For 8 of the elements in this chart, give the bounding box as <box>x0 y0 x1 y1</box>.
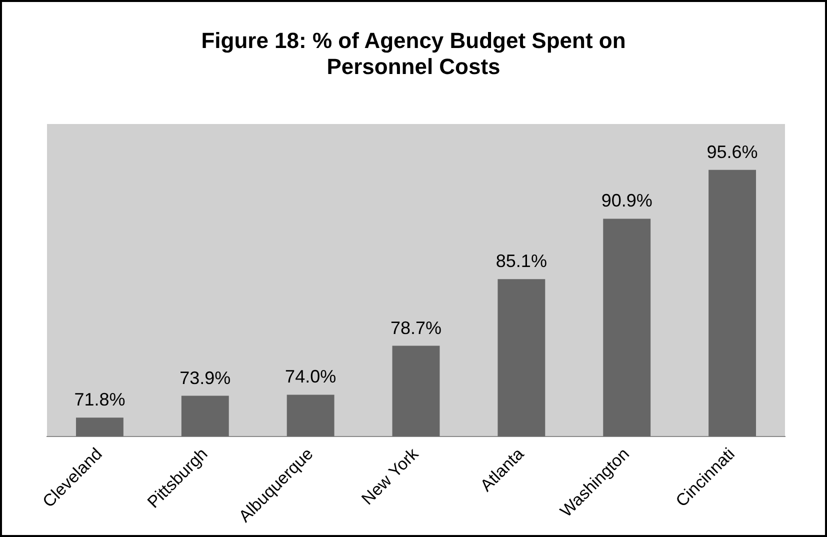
chart-title: Figure 18: % of Agency Budget Spent on Personnel Costs <box>200 28 627 80</box>
data-label: 90.9% <box>601 190 652 211</box>
data-label: 85.1% <box>496 251 547 272</box>
data-label: 74.0% <box>285 366 336 387</box>
data-label: 78.7% <box>390 318 442 338</box>
data-label: 71.8% <box>74 390 126 410</box>
data-label: 95.6% <box>706 142 758 162</box>
data-label: 73.9% <box>180 368 231 388</box>
